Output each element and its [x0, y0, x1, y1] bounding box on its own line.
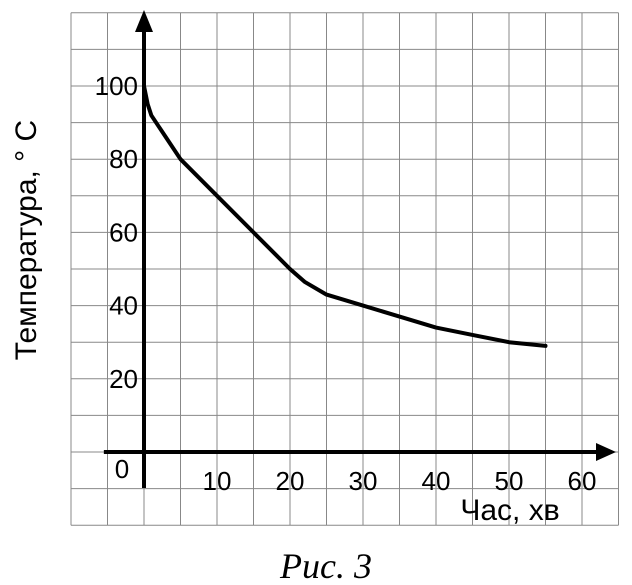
x-tick-label: 30 — [349, 466, 378, 496]
x-tick-label: 50 — [495, 466, 524, 496]
x-tick-label: 40 — [422, 466, 451, 496]
x-tick-label: 10 — [203, 466, 232, 496]
grid — [70, 12, 619, 526]
tick-labels: 10 20 30 40 50 60 20 40 60 80 100 — [95, 71, 597, 496]
y-tick-label: 100 — [95, 71, 138, 101]
y-tick-label: 20 — [109, 364, 138, 394]
x-axis-label: Час, хв — [460, 494, 559, 527]
x-tick-label: 20 — [276, 466, 305, 496]
y-tick-label: 80 — [109, 144, 138, 174]
y-tick-label: 60 — [109, 217, 138, 247]
y-axis-label: Температура, ° С — [10, 120, 43, 360]
y-tick-label: 40 — [109, 291, 138, 321]
origin-label: 0 — [115, 454, 129, 484]
temperature-curve — [142, 84, 548, 348]
y-axis-arrow — [135, 10, 153, 32]
figure-caption: Рис. 3 — [279, 546, 372, 585]
axes — [103, 10, 616, 488]
x-axis-arrow — [596, 443, 616, 461]
x-tick-label: 60 — [568, 466, 597, 496]
